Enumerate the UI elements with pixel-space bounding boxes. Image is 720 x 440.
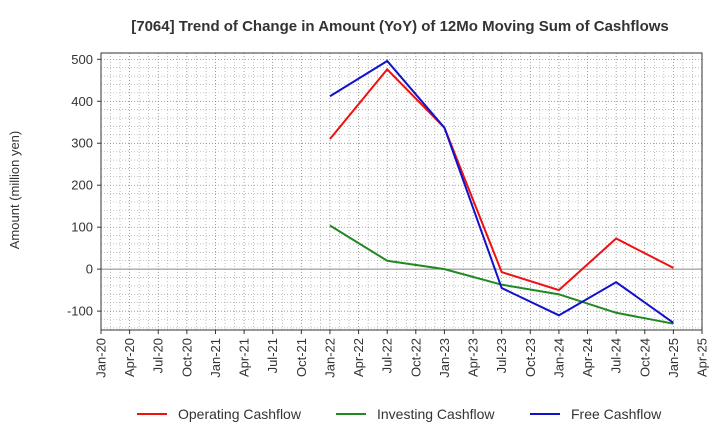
x-tick-label: Apr-22 [351,338,366,377]
x-tick-label: Jul-24 [609,338,624,373]
y-tick-label: 400 [71,94,93,109]
x-tick-label: Oct-23 [523,338,538,377]
y-tick-label: -100 [67,304,93,319]
x-tick-label: Jan-21 [208,338,223,378]
legend: Operating Cashflow Investing Cashflow Free… [137,406,662,422]
x-tick-label: Jul-20 [151,338,166,373]
y-tick-label: 0 [86,262,93,277]
y-tick-label: 100 [71,220,93,235]
x-tick-label: Jan-23 [437,338,452,378]
y-tick-label: 200 [71,178,93,193]
x-tick-label: Oct-20 [179,338,194,377]
x-tick-label: Apr-23 [466,338,481,377]
x-tick-label: Jan-20 [94,338,109,378]
x-tick-label: Apr-21 [237,338,252,377]
x-tick-label: Jul-22 [380,338,395,373]
x-tick-label: Apr-24 [580,338,595,377]
legend-label: Free Cashflow [571,406,662,422]
grid-lines [100,53,703,330]
x-tick-label: Apr-20 [122,338,137,377]
axes [97,52,703,334]
legend-label: Operating Cashflow [178,406,302,422]
legend-label: Investing Cashflow [377,406,495,422]
x-tick-label: Jul-23 [494,338,509,373]
plot-border [100,52,703,331]
y-axis-label: Amount (million yen) [7,131,22,250]
x-tick-label: Jan-24 [551,338,566,378]
plot-background [101,53,702,330]
series-lines [329,59,674,325]
x-tick-label: Oct-21 [294,338,309,377]
x-tick-label: Jan-22 [322,338,337,378]
tick-labels: 500 400 300 200 100 0 -100 Jan-20 Apr-20 Jul-20 Oc… [67,52,710,378]
y-tick-label: 500 [71,52,93,67]
x-tick-label: Apr-25 [695,338,710,377]
x-tick-label: Oct-22 [408,338,423,377]
x-tick-label: Jan-25 [666,338,681,378]
x-tick-label: Oct-24 [637,338,652,377]
y-tick-label: 300 [71,136,93,151]
x-tick-label: Jul-21 [265,338,280,373]
chart-title: [7064] Trend of Change in Amount (YoY) o… [131,18,669,35]
